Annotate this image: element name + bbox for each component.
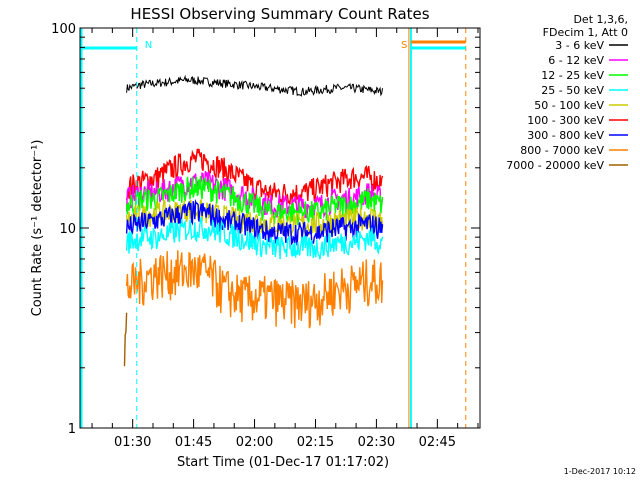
x-tick-label: 01:45	[175, 435, 212, 450]
x-tick-label: 02:45	[419, 435, 456, 450]
x-tick-label: 01:30	[114, 435, 151, 450]
marker-label-n: N	[145, 40, 152, 51]
series-25-50-kev	[125, 216, 384, 260]
y-tick-label: 100	[51, 22, 76, 37]
legend-entry-label: 7000 - 20000 keV	[506, 159, 604, 172]
legend-entry-label: 100 - 300 keV	[527, 114, 604, 127]
chart-title: HESSI Observing Summary Count Rates	[130, 5, 429, 23]
legend-entry-label: 25 - 50 keV	[541, 84, 604, 97]
legend: Det 1,3,6,FDecim 1, Att 03 - 6 keV 6 - 12…	[506, 13, 628, 172]
legend-header: Det 1,3,6,	[573, 13, 628, 26]
series-12-25-kev	[125, 176, 384, 226]
x-axis-label: Start Time (01-Dec-17 01:17:02)	[177, 455, 389, 470]
legend-entry-label: 50 - 100 keV	[534, 99, 604, 112]
x-tick-label: 02:00	[236, 435, 273, 450]
legend-entry-label: 3 - 6 keV	[555, 39, 604, 52]
series-3-6-kev	[126, 74, 383, 97]
series-7000-20000-kev	[123, 312, 128, 367]
timestamp-label: 1-Dec-2017 10:12	[564, 467, 636, 476]
x-tick-label: 02:30	[358, 435, 395, 450]
y-tick-label: 10	[59, 222, 76, 237]
marker-label-s: S	[401, 40, 407, 51]
legend-header: FDecim 1, Att 0	[543, 26, 628, 39]
y-axis-label: Count Rate (s⁻¹ detector⁻¹)	[30, 140, 45, 317]
series-300-800-kev	[125, 198, 384, 247]
legend-entry-label: 300 - 800 keV	[527, 129, 604, 142]
x-tick-label: 02:15	[297, 435, 334, 450]
legend-entry-label: 6 - 12 keV	[548, 54, 604, 67]
legend-entry-label: 12 - 25 keV	[541, 69, 604, 82]
y-axis: 1 10 100	[51, 22, 480, 437]
x-axis: 01:30 01:45 02:00 02:15 02:30 02:45	[91, 28, 479, 450]
legend-entry-label: 800 - 7000 keV	[520, 144, 604, 157]
series-layer	[123, 74, 384, 367]
y-tick-label: 1	[68, 422, 76, 437]
series-800-7000-kev	[125, 250, 384, 329]
